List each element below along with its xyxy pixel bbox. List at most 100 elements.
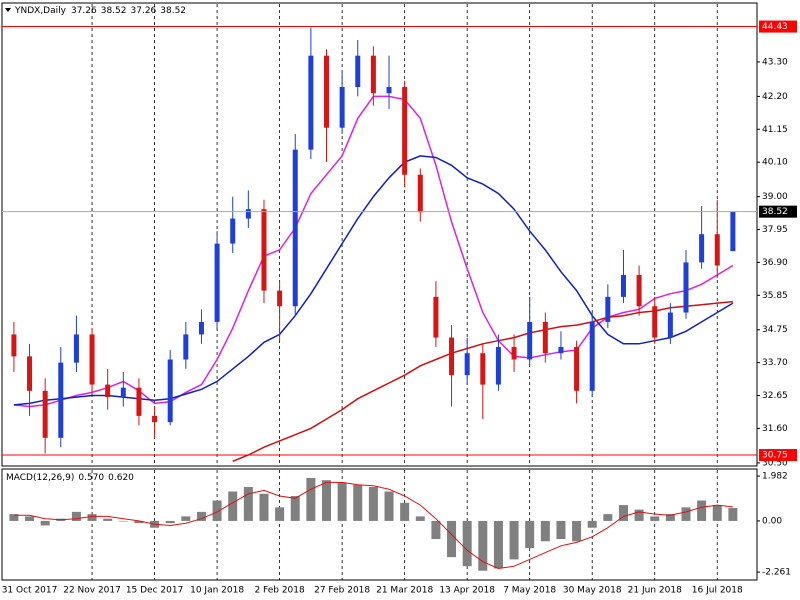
macd-bar (134, 520, 144, 524)
candle-body (449, 337, 455, 376)
macd-bar (118, 520, 128, 522)
macd-bar (650, 516, 660, 521)
candle-body (105, 384, 111, 398)
candle-body (152, 415, 158, 423)
candle-body (167, 359, 173, 423)
signal-readout: 0.620 (108, 473, 134, 483)
macd-readout: 0.570 (78, 473, 104, 483)
x-tick-label: 31 Oct 2017 (2, 586, 58, 596)
y-tick-label: 43.30 (762, 57, 788, 67)
macd-bar (540, 520, 550, 542)
candle-body (683, 262, 689, 313)
y-tick-label: 39.00 (762, 192, 788, 202)
macd-bar (431, 520, 441, 540)
candle-body (433, 296, 439, 338)
macd-bar (509, 520, 519, 560)
x-tick-label: 16 Jul 2018 (692, 586, 743, 596)
candle-body (230, 218, 236, 244)
macd-bar (275, 507, 285, 521)
macd-bar (462, 520, 472, 567)
x-tick-label: 7 May 2018 (503, 586, 556, 596)
macd-bar (353, 484, 363, 521)
macd-bar (697, 500, 707, 521)
candle-body (605, 296, 611, 322)
candle-body (636, 274, 642, 307)
candle-body (370, 55, 376, 94)
macd-bar (556, 520, 566, 540)
candle-body (11, 334, 17, 357)
y-tick-label: 37.95 (762, 225, 788, 235)
macd-bar (259, 493, 269, 521)
y-tick-label: 34.75 (762, 325, 788, 335)
x-tick-label: 21 Jun 2018 (628, 586, 682, 596)
candle-body (480, 353, 486, 385)
current-price-label: 38.52 (762, 207, 788, 217)
x-tick-label: 27 Feb 2018 (314, 586, 370, 596)
macd-bar (525, 520, 535, 549)
y-tick-label: 42.20 (762, 92, 788, 102)
candle-body (183, 334, 189, 360)
candle-body (308, 55, 314, 150)
candle-body (511, 346, 517, 360)
macd-bar (290, 496, 300, 521)
candle-body (527, 321, 533, 360)
candle-body (417, 174, 423, 213)
y-tick-label: 40.10 (762, 158, 788, 168)
macd-bar (228, 491, 238, 521)
candle-body (386, 87, 392, 94)
level-label-bg (759, 449, 797, 462)
chart-header: YNDX,Daily 37.26 38.52 37.26 38.52 (14, 6, 186, 16)
candle-body (136, 387, 142, 416)
macd-bar (196, 511, 206, 521)
candle-body (574, 346, 580, 391)
candle-body (730, 211, 736, 252)
level-label: 44.43 (762, 22, 788, 32)
candle-body (558, 346, 564, 354)
macd-bar (634, 509, 644, 521)
macd-bar (603, 514, 613, 521)
candle-body (402, 87, 408, 175)
macd-bar (103, 518, 113, 521)
ohlc-close: 38.52 (160, 6, 186, 16)
macd-bar (9, 514, 19, 521)
y-tick-label: 1.982 (762, 472, 788, 482)
x-tick-label: 10 Jan 2018 (190, 586, 244, 596)
macd-header: MACD(12,26,9) 0.570 0.620 (6, 473, 134, 483)
macd-bar (306, 477, 316, 521)
macd-bar (322, 480, 331, 521)
candle-body (42, 390, 48, 438)
y-tick-label: 35.85 (762, 291, 788, 301)
macd-bar (618, 505, 628, 521)
candle-body (73, 334, 79, 363)
y-tick-label: 33.70 (762, 358, 788, 368)
menu-arrow[interactable] (5, 8, 11, 12)
y-tick-label: 41.15 (762, 125, 788, 135)
macd-bar (87, 514, 97, 521)
x-tick-label: 15 Dec 2017 (126, 586, 184, 596)
macd-frame (1, 468, 758, 581)
macd-bar (478, 520, 488, 571)
signal-line (13, 481, 733, 570)
x-tick-label: 22 Nov 2017 (63, 586, 121, 596)
candle-body (589, 321, 595, 391)
macd-bar (712, 505, 722, 521)
candle-body (699, 234, 705, 263)
current-price-bg (759, 205, 797, 218)
macd-bar (71, 511, 81, 521)
candle-body (714, 234, 720, 266)
x-tick-label: 30 May 2018 (563, 586, 622, 596)
macd-bar (181, 516, 191, 521)
macd-title: MACD(12,26,9) (6, 473, 74, 483)
macd-bar (165, 520, 175, 524)
moving-average (232, 300, 733, 462)
candle-body (261, 209, 267, 291)
macd-bar (337, 482, 347, 521)
y-tick-label: -2.261 (762, 568, 791, 578)
macd-bar (728, 508, 738, 521)
candle-body (277, 290, 283, 307)
y-tick-label: 30.50 (762, 458, 788, 468)
macd-bar (368, 486, 378, 521)
candle-body (652, 306, 658, 338)
